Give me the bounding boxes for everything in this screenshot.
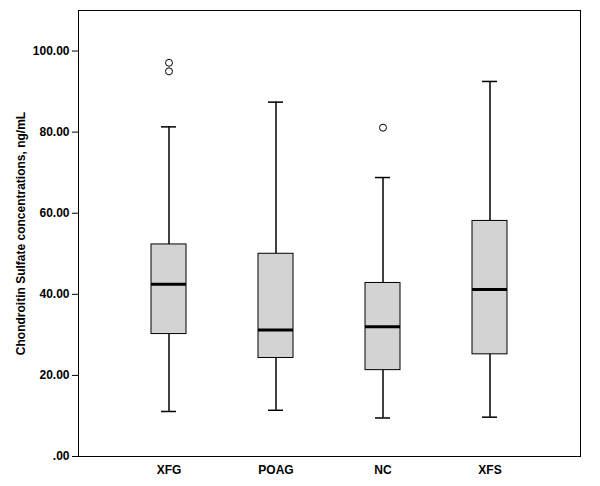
svg-text:XFG: XFG xyxy=(157,463,182,477)
svg-text:60.00: 60.00 xyxy=(39,206,69,220)
svg-text:XFS: XFS xyxy=(478,463,501,477)
svg-text:POAG: POAG xyxy=(258,463,293,477)
svg-text:100.00: 100.00 xyxy=(33,44,70,58)
svg-text:NC: NC xyxy=(374,463,392,477)
svg-text:Chondroitin Sulfate concentrat: Chondroitin Sulfate concentrations, ng/m… xyxy=(14,112,28,355)
svg-text:40.00: 40.00 xyxy=(39,287,69,301)
svg-text:.00: .00 xyxy=(53,449,70,463)
svg-text:20.00: 20.00 xyxy=(39,368,69,382)
svg-text:80.00: 80.00 xyxy=(39,125,69,139)
